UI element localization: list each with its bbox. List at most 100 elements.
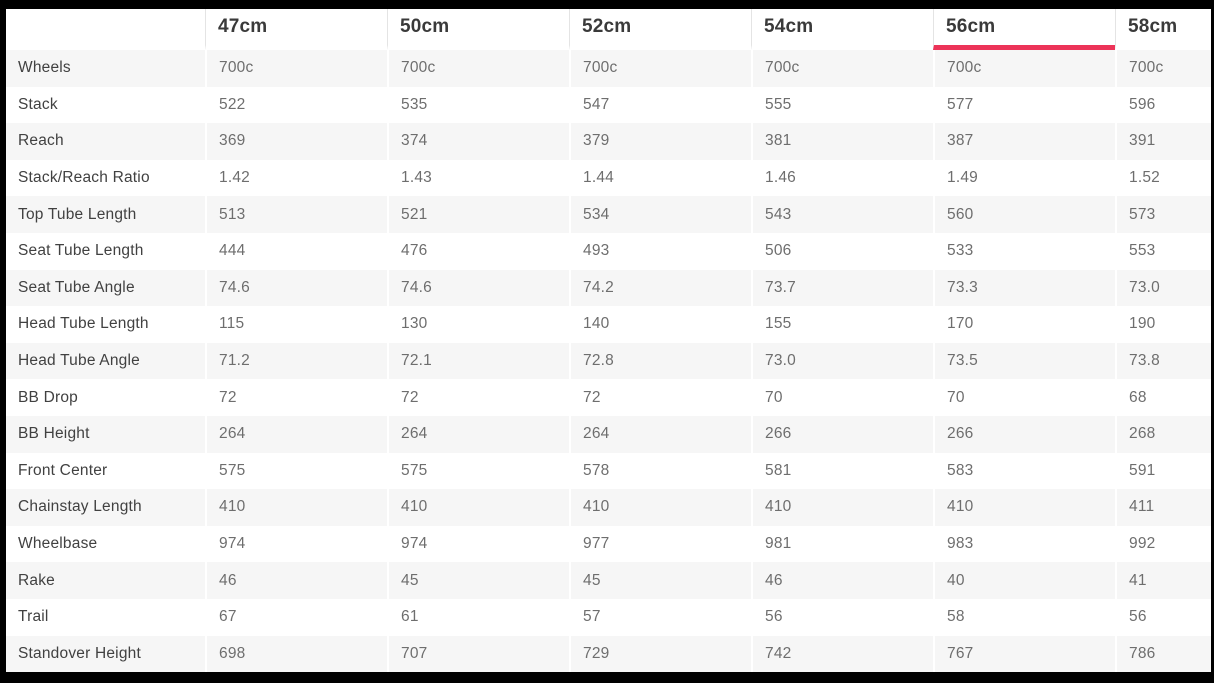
- table-row: Top Tube Length 513 521 534 543 560 573: [6, 196, 1211, 233]
- cell-value: 268: [1115, 415, 1211, 453]
- cell-value: 992: [1115, 525, 1211, 563]
- cell-value: 410: [387, 489, 569, 526]
- row-label: BB Height: [6, 415, 205, 453]
- cell-value: 72: [569, 379, 751, 416]
- cell-value: 73.0: [751, 342, 933, 380]
- cell-value: 387: [933, 123, 1115, 160]
- cell-value: 476: [387, 232, 569, 270]
- size-tab-54cm[interactable]: 54cm: [751, 9, 933, 50]
- cell-value: 56: [1115, 598, 1211, 636]
- table-row: BB Height 264 264 264 266 266 268: [6, 415, 1211, 453]
- cell-value: 74.2: [569, 269, 751, 307]
- table-row: Stack 522 535 547 555 577 596: [6, 86, 1211, 124]
- row-label: Seat Tube Angle: [6, 269, 205, 307]
- cell-value: 72.1: [387, 342, 569, 380]
- row-label: Front Center: [6, 452, 205, 490]
- cell-value: 410: [751, 489, 933, 526]
- size-tab-47cm[interactable]: 47cm: [205, 9, 387, 50]
- cell-value: 575: [387, 452, 569, 490]
- table-row: Head Tube Length 115 130 140 155 170 190: [6, 306, 1211, 343]
- size-tab-58cm[interactable]: 58cm: [1115, 9, 1211, 50]
- cell-value: 698: [205, 635, 387, 672]
- cell-value: 577: [933, 86, 1115, 124]
- geometry-table: 47cm 50cm 52cm 54cm 56cm 58cm Wheels 700c 700c 7…: [6, 9, 1211, 672]
- cell-value: 40: [933, 562, 1115, 599]
- cell-value: 73.8: [1115, 342, 1211, 380]
- cell-value: 264: [569, 415, 751, 453]
- cell-value: 575: [205, 452, 387, 490]
- cell-value: 729: [569, 635, 751, 672]
- cell-value: 547: [569, 86, 751, 124]
- cell-value: 553: [1115, 232, 1211, 270]
- cell-value: 74.6: [205, 269, 387, 307]
- cell-value: 71.2: [205, 342, 387, 380]
- table-row: Wheels 700c 700c 700c 700c 700c 700c: [6, 50, 1211, 87]
- cell-value: 974: [205, 525, 387, 563]
- cell-value: 72: [387, 379, 569, 416]
- cell-value: 56: [751, 598, 933, 636]
- size-header-row: 47cm 50cm 52cm 54cm 56cm 58cm: [6, 9, 1211, 50]
- cell-value: 444: [205, 232, 387, 270]
- table-row: Seat Tube Angle 74.6 74.6 74.2 73.7 73.3 73.0: [6, 269, 1211, 307]
- size-tab-52cm[interactable]: 52cm: [569, 9, 751, 50]
- cell-value: 266: [751, 415, 933, 453]
- cell-value: 73.0: [1115, 269, 1211, 307]
- cell-value: 115: [205, 306, 387, 343]
- row-label: Top Tube Length: [6, 196, 205, 233]
- cell-value: 41: [1115, 562, 1211, 599]
- row-label: BB Drop: [6, 379, 205, 416]
- cell-value: 767: [933, 635, 1115, 672]
- row-label: Head Tube Length: [6, 306, 205, 343]
- cell-value: 573: [1115, 196, 1211, 233]
- cell-value: 983: [933, 525, 1115, 563]
- cell-value: 578: [569, 452, 751, 490]
- cell-value: 70: [933, 379, 1115, 416]
- size-tab-56cm[interactable]: 56cm: [933, 9, 1115, 50]
- cell-value: 560: [933, 196, 1115, 233]
- cell-value: 130: [387, 306, 569, 343]
- cell-value: 61: [387, 598, 569, 636]
- table-row: Standover Height 698 707 729 742 767 786: [6, 635, 1211, 672]
- cell-value: 73.7: [751, 269, 933, 307]
- cell-value: 391: [1115, 123, 1211, 160]
- cell-value: 700c: [1115, 50, 1211, 87]
- cell-value: 411: [1115, 489, 1211, 526]
- row-label: Head Tube Angle: [6, 342, 205, 380]
- cell-value: 707: [387, 635, 569, 672]
- cell-value: 977: [569, 525, 751, 563]
- table-row: Front Center 575 575 578 581 583 591: [6, 452, 1211, 490]
- cell-value: 73.3: [933, 269, 1115, 307]
- cell-value: 72.8: [569, 342, 751, 380]
- cell-value: 1.49: [933, 159, 1115, 197]
- cell-value: 522: [205, 86, 387, 124]
- cell-value: 266: [933, 415, 1115, 453]
- cell-value: 57: [569, 598, 751, 636]
- cell-value: 1.52: [1115, 159, 1211, 197]
- cell-value: 1.44: [569, 159, 751, 197]
- cell-value: 581: [751, 452, 933, 490]
- table-row: Rake 46 45 45 46 40 41: [6, 562, 1211, 599]
- size-tab-50cm[interactable]: 50cm: [387, 9, 569, 50]
- table-row: Head Tube Angle 71.2 72.1 72.8 73.0 73.5 73.8: [6, 342, 1211, 380]
- table-row: Stack/Reach Ratio 1.42 1.43 1.44 1.46 1.49 1.5…: [6, 159, 1211, 197]
- cell-value: 70: [751, 379, 933, 416]
- cell-value: 543: [751, 196, 933, 233]
- cell-value: 155: [751, 306, 933, 343]
- table-row: Chainstay Length 410 410 410 410 410 411: [6, 489, 1211, 526]
- cell-value: 974: [387, 525, 569, 563]
- cell-value: 591: [1115, 452, 1211, 490]
- cell-value: 46: [205, 562, 387, 599]
- row-label: Wheels: [6, 50, 205, 87]
- table-row: BB Drop 72 72 72 70 70 68: [6, 379, 1211, 416]
- cell-value: 1.42: [205, 159, 387, 197]
- row-label: Wheelbase: [6, 525, 205, 563]
- cell-value: 1.46: [751, 159, 933, 197]
- cell-value: 700c: [569, 50, 751, 87]
- cell-value: 410: [569, 489, 751, 526]
- cell-value: 264: [387, 415, 569, 453]
- table-row: Reach 369 374 379 381 387 391: [6, 123, 1211, 160]
- cell-value: 521: [387, 196, 569, 233]
- cell-value: 583: [933, 452, 1115, 490]
- cell-value: 786: [1115, 635, 1211, 672]
- cell-value: 369: [205, 123, 387, 160]
